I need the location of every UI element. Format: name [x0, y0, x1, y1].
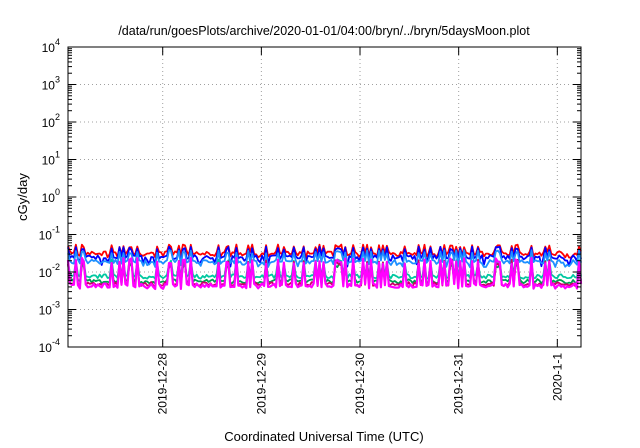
y-tick-label: 10-4 — [39, 337, 60, 355]
grid — [68, 47, 581, 347]
y-tick-label: 10-1 — [39, 225, 60, 243]
chart-title: /data/run/goesPlots/archive/2020-01-01/0… — [118, 24, 530, 38]
y-tick-label: 103 — [42, 75, 60, 93]
y-tick-label: 100 — [42, 187, 60, 205]
series-layer — [66, 243, 583, 291]
y-tick-label: 102 — [42, 112, 60, 130]
series-line — [67, 245, 582, 268]
y-tick-label: 10-3 — [39, 300, 60, 318]
x-axis: 2019-12-28 2019-12-29 2019-12-30 2019-12-31… — [156, 47, 564, 415]
series-line — [66, 256, 583, 291]
x-axis-title: Coordinated Universal Time (UTC) — [224, 429, 423, 444]
x-tick-label: 2019-12-30 — [353, 353, 367, 415]
y-axis: 10-4 10-3 10-2 10-1 100 101 102 103 104 — [39, 37, 581, 355]
x-tick-label: 2020-1-1 — [550, 353, 564, 401]
y-tick-label: 104 — [42, 37, 60, 55]
x-tick-label: 2019-12-31 — [452, 353, 466, 415]
x-tick-label: 2019-12-29 — [254, 353, 268, 415]
y-tick-label: 101 — [42, 150, 60, 168]
x-tick-label: 2019-12-28 — [156, 353, 170, 415]
series-line — [67, 249, 582, 269]
y-tick-label: 10-2 — [39, 262, 60, 280]
y-axis-title: cGy/day — [15, 173, 30, 221]
